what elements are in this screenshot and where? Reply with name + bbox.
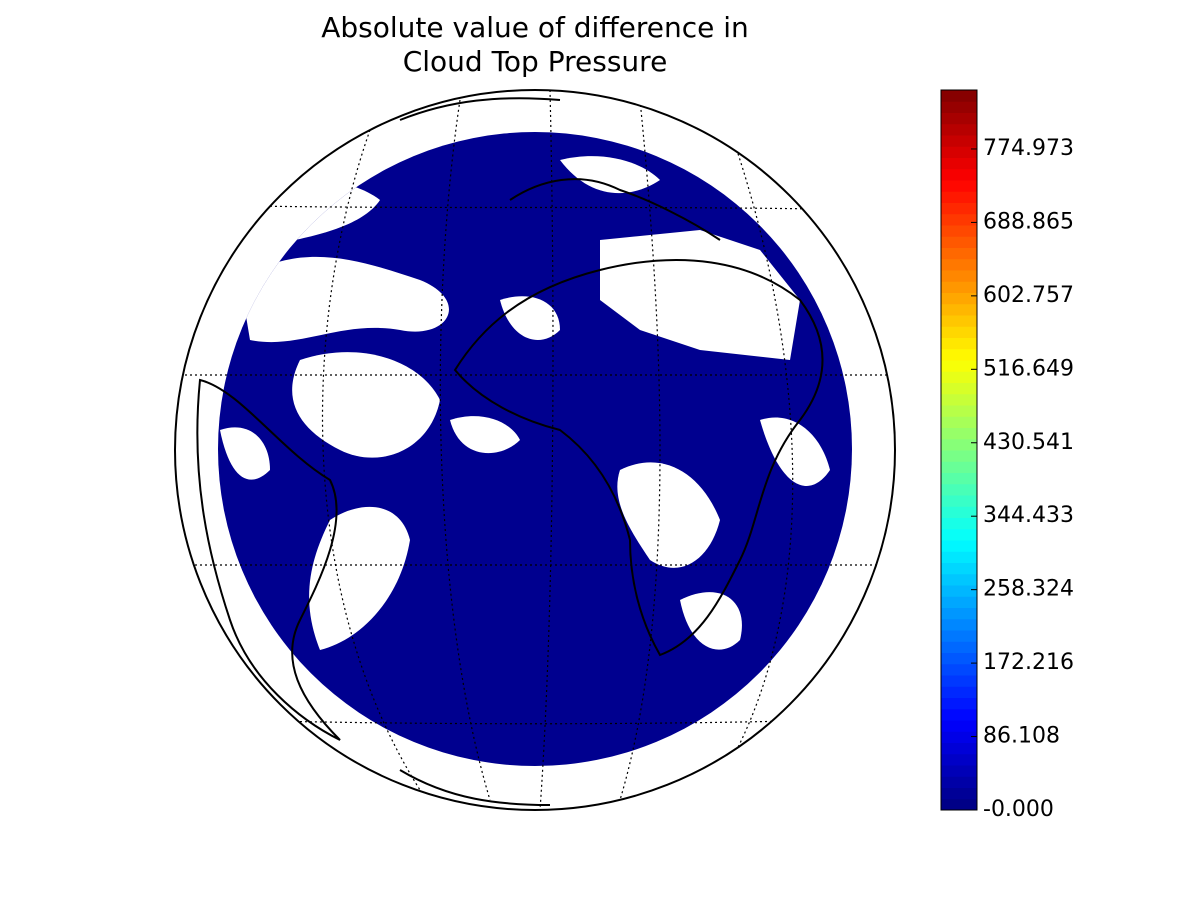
colorbar-band: [941, 416, 977, 428]
title-line: Absolute value of difference in: [321, 11, 749, 44]
colorbar-band: [941, 90, 977, 102]
colorbar-band: [941, 213, 977, 226]
colorbar-frame: [940, 89, 978, 811]
coastlines: [196, 97, 824, 806]
colorbar-band: [941, 258, 977, 271]
colorbar-band: [941, 641, 977, 653]
colorbar-band: [941, 337, 977, 350]
colorbar-tick-label: 516.649: [983, 356, 1074, 381]
colorbar-band: [941, 438, 977, 451]
colorbar-band: [941, 708, 977, 721]
colorbar-band: [941, 517, 977, 530]
colorbar-band: [941, 112, 977, 125]
colorbar-band: [941, 292, 977, 305]
colorbar-band: [941, 483, 977, 496]
colorbar-band: [941, 236, 977, 248]
graticule: [180, 90, 895, 810]
colorbar-band: [941, 360, 977, 372]
colorbar-band: [941, 765, 977, 777]
colorbar-band: [941, 596, 977, 608]
colorbar-tick-label: 172.216: [983, 650, 1074, 675]
colorbar-band: [941, 405, 977, 417]
colorbar-band: [941, 742, 977, 755]
colorbar-band: [941, 697, 977, 710]
colorbar-band: [941, 135, 977, 147]
colorbar-band: [941, 247, 977, 260]
colorbar-band: [941, 551, 977, 563]
colorbar-band: [941, 562, 977, 575]
colorbar-band: [941, 528, 977, 541]
colorbar-band: [941, 506, 977, 518]
title-line: Cloud Top Pressure: [403, 45, 668, 78]
colorbar-band: [941, 393, 977, 406]
colorbar-band: [941, 798, 977, 811]
colorbar-band: [941, 371, 977, 383]
colorbar-band: [941, 101, 977, 113]
colorbar-band: [941, 348, 977, 361]
colorbar-band: [941, 168, 977, 181]
colorbar-band: [941, 776, 977, 788]
data-disc: [218, 132, 852, 766]
colorbar-band: [941, 382, 977, 395]
colorbar-band: [941, 472, 977, 485]
colorbar-band: [941, 753, 977, 766]
colorbar-band: [941, 540, 977, 552]
colorbar-tick-label: 774.973: [983, 136, 1074, 161]
colorbar-band: [941, 146, 977, 158]
colorbar-band: [941, 303, 977, 316]
colorbar-band: [941, 731, 977, 743]
colorbar-band: [941, 686, 977, 698]
colorbar-band: [941, 427, 977, 440]
cloud-field: [218, 132, 852, 766]
colorbar-band: [941, 157, 977, 170]
colorbar-band: [941, 180, 977, 192]
colorbar-band: [941, 461, 977, 473]
colorbar-band: [941, 315, 977, 327]
colorbar-band: [941, 630, 977, 642]
colorbar-tick-label: -0.000: [983, 797, 1054, 822]
colorbar-band: [941, 191, 977, 203]
colorbar-band: [941, 675, 977, 687]
colorbar-tick-label: 602.757: [983, 283, 1074, 308]
colorbar-band: [941, 326, 977, 338]
colorbar-band: [941, 618, 977, 631]
colorbar-band: [941, 787, 977, 800]
colorbar-band: [941, 281, 977, 293]
colorbar-band: [941, 450, 977, 462]
colorbar: -0.000 86.108 172.216 258.324 344.433 430.541…: [940, 89, 1074, 822]
colorbar-band: [941, 573, 977, 586]
colorbar-band: [941, 123, 977, 136]
colorbar-tick-label: 430.541: [983, 430, 1074, 455]
colorbar-band: [941, 720, 977, 732]
colorbar-band: [941, 663, 977, 676]
colorbar-band: [941, 202, 977, 215]
colorbar-tick-label: 86.108: [983, 724, 1060, 749]
colorbar-band: [941, 495, 977, 507]
colorbar-tick-label: 258.324: [983, 577, 1074, 602]
colorbar-tick-label: 344.433: [983, 503, 1074, 528]
colorbar-band: [941, 652, 977, 665]
colorbar-band: [941, 607, 977, 620]
globe: [174, 89, 896, 811]
colorbar-band: [941, 585, 977, 597]
colorbar-tick-label: 688.865: [983, 209, 1074, 234]
colorbar-band: [941, 225, 977, 237]
colorbar-band: [941, 270, 977, 282]
globe-outline: [174, 89, 896, 811]
